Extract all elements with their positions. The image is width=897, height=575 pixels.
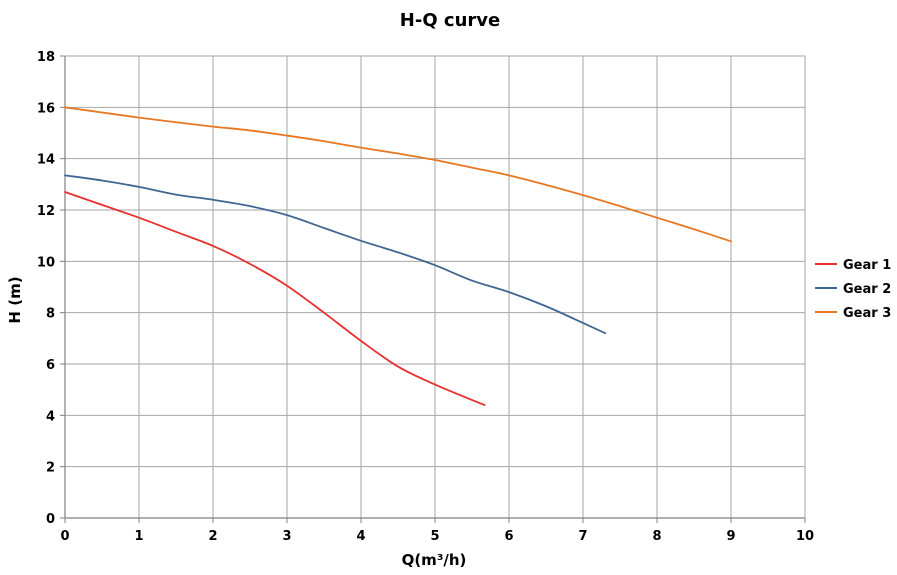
y-tick-label: 2 — [46, 461, 55, 476]
x-tick-label: 4 — [356, 529, 365, 544]
y-tick-label: 8 — [46, 307, 55, 322]
x-tick-label: 10 — [796, 529, 814, 544]
x-tick-label: 5 — [430, 529, 439, 544]
legend-label-gear-2: Gear 2 — [843, 282, 891, 297]
legend-label-gear-1: Gear 1 — [843, 258, 891, 273]
y-tick-label: 0 — [46, 512, 55, 527]
y-tick-label: 10 — [37, 255, 55, 270]
x-tick-label: 7 — [578, 529, 587, 544]
x-tick-label: 3 — [282, 529, 291, 544]
series-line-gear-2 — [64, 174, 607, 335]
y-tick-label: 16 — [37, 101, 55, 116]
series-line-gear-3 — [64, 106, 732, 243]
axes — [60, 55, 806, 523]
y-axis-title: H (m) — [6, 276, 24, 323]
x-axis-title: Q(m³/h) — [402, 551, 467, 569]
y-tick-label: 6 — [46, 358, 55, 373]
series-line-gear-1 — [64, 191, 486, 406]
series-lines — [64, 106, 732, 406]
x-tick-label: 2 — [208, 529, 217, 544]
legend: Gear 1 Gear 2 Gear 3 — [815, 258, 891, 321]
chart-title: H-Q curve — [400, 10, 500, 31]
x-tick-label: 0 — [60, 529, 69, 544]
y-tick-label: 18 — [37, 50, 55, 65]
legend-label-gear-3: Gear 3 — [843, 306, 891, 321]
y-tick-label: 14 — [37, 153, 55, 168]
x-tick-label: 9 — [726, 529, 735, 544]
y-tick-label: 4 — [46, 409, 55, 424]
x-tick-label: 8 — [652, 529, 661, 544]
y-tick-label: 12 — [37, 204, 55, 219]
x-tick-label: 6 — [504, 529, 513, 544]
grid — [64, 55, 806, 519]
x-tick-label: 1 — [134, 529, 143, 544]
